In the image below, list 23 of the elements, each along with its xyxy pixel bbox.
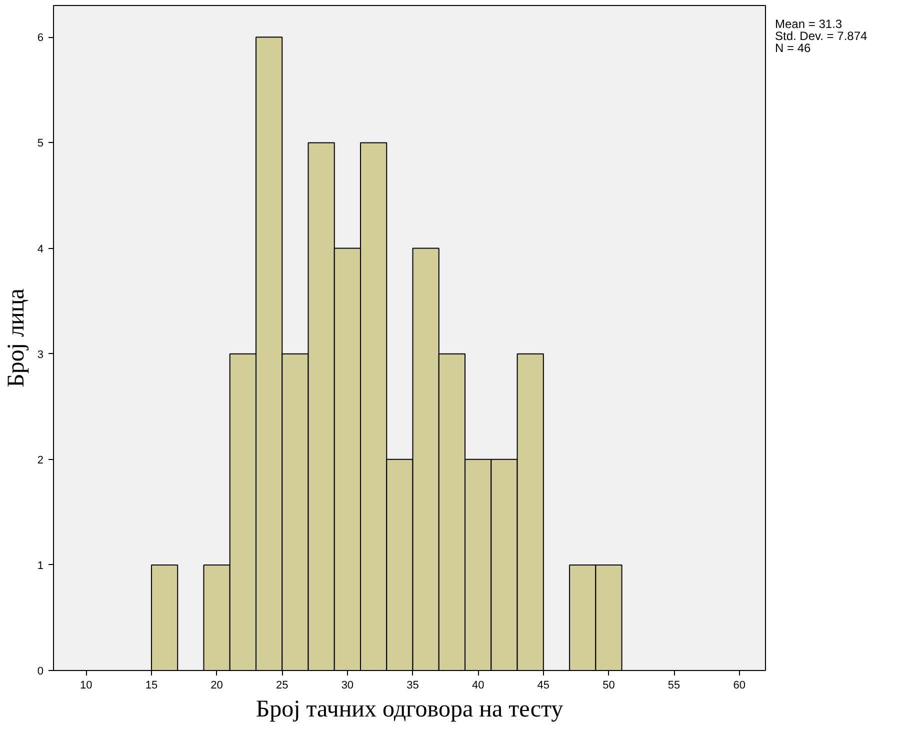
x-tick-label: 50 [602,680,615,692]
x-tick-label: 55 [668,680,680,692]
text: N = 46 [775,41,811,55]
x-tick-label: 35 [406,680,419,692]
y-tick-label: 2 [37,454,44,466]
text: Mean = 31.3 [775,17,842,31]
x-tick-label: 45 [537,680,550,692]
text: Std. Dev. = 7.874 [775,29,868,43]
x-tick-label: 30 [341,680,354,692]
x-tick-label: 40 [472,680,484,692]
y-tick-label: 0 [37,666,44,678]
x-tick-label: 20 [210,680,223,692]
x-axis-title: Број тачних одговора на тесту [256,696,564,722]
x-tick-label: 15 [145,680,158,692]
y-tick-label: 4 [37,243,44,256]
x-tick-label: 25 [276,680,288,692]
y-tick-label: 5 [37,138,44,150]
y-tick-label: 1 [37,560,44,572]
x-tick-label: 60 [733,680,746,692]
y-tick-label: 6 [37,32,44,44]
y-tick-label: 3 [37,348,44,361]
y-axis-title: Број лица [3,288,30,388]
x-tick-label: 10 [80,680,92,692]
